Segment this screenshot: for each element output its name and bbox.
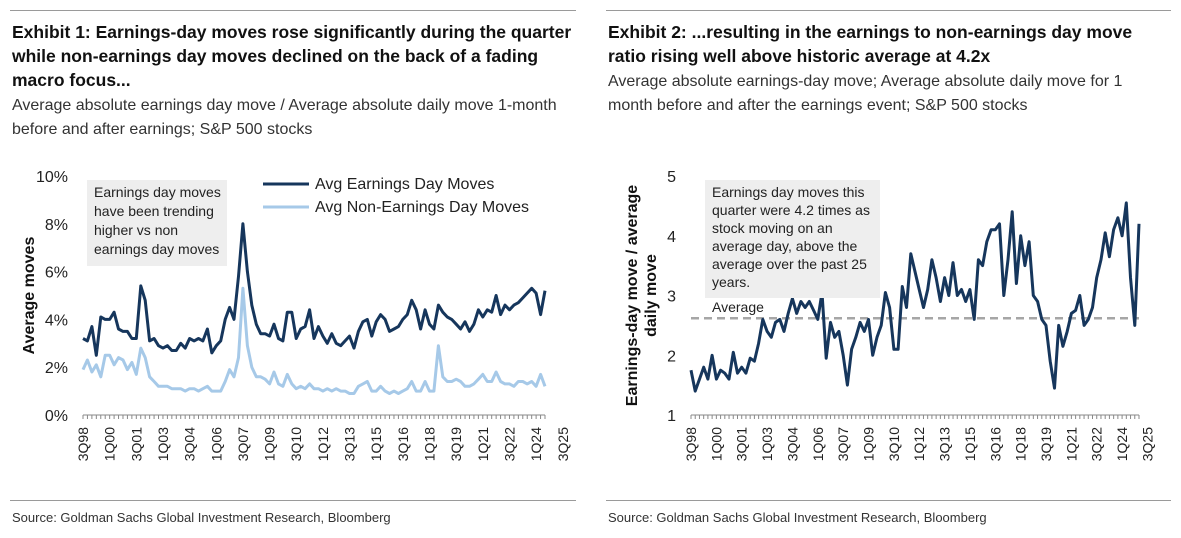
legend-label: Avg Earnings Day Moves [315,176,494,193]
exhibit-2-panel: Exhibit 2: ...resulting in the earnings … [596,0,1181,538]
exhibit-2-x-tick-label: 3Q22 [1089,427,1105,461]
exhibit-2-annotation-line: average day, above the [712,238,858,254]
exhibit-1-title: Exhibit 1: Earnings-day moves rose signi… [12,22,572,90]
non-earnings-day-moves-series [81,286,547,395]
exhibit-1-y-tick-label: 2% [45,360,68,377]
exhibit-2-chart: 1 2 3 4 5 3Q98 1Q00 3Q01 1Q03 3Q04 1Q06 3Q07 1Q09 3Q1… [624,169,1155,461]
exhibit-2-y-axis-label: Earnings-day move / average [624,185,641,407]
exhibit-1-panel: Exhibit 1: Earnings-day moves rose signi… [0,0,586,538]
exhibit-2-x-tick-label: 3Q01 [734,427,750,461]
exhibit-2-subtitle: Average absolute earnings-day move; Aver… [608,73,1123,114]
exhibit-1-x-tick-label: 3Q16 [395,427,411,461]
exhibit-1-x-tick-label: 3Q22 [501,427,517,461]
exhibit-2-x-tick-label: 3Q19 [1038,427,1054,461]
exhibit-1-x-tick-label: 3Q25 [555,427,571,461]
exhibit-2-title: Exhibit 2: ...resulting in the earnings … [608,22,1133,66]
exhibit-2-x-tick-label: 1Q15 [962,427,978,461]
exhibit-1-x-tick-label: 3Q98 [75,427,91,461]
exhibit-2-x-tick-label: 1Q24 [1114,427,1130,461]
exhibit-1-x-tick-label: 1Q15 [368,427,384,461]
exhibit-1-x-tick-label: 1Q09 [262,427,278,461]
exhibit-1-annotation-box [87,180,227,266]
exhibit-1-x-tick-label: 1Q21 [475,427,491,461]
exhibit-2-x-tick-label: 3Q98 [683,427,699,461]
exhibit-2-x-tick-label: 1Q12 [911,427,927,461]
exhibit-2-source: Source: Goldman Sachs Global Investment … [608,510,987,525]
exhibit-1-x-tick-label: 1Q18 [422,427,438,461]
exhibit-1-x-tick-label: 1Q24 [528,427,544,461]
top-rule [606,10,1171,11]
exhibit-1-x-tick-label: 3Q10 [288,427,304,461]
exhibit-1-annotation-line: Earnings day moves [94,184,221,200]
exhibit-2-x-tick-label: 1Q09 [861,427,877,461]
exhibit-2-y-tick-label: 1 [667,408,676,425]
exhibit-1-subtitle: Average absolute earnings day move / Ave… [12,97,557,138]
exhibit-2-x-tick-label: 3Q13 [937,427,953,461]
exhibit-2-annotation-box [705,180,880,298]
exhibit-1-y-tick-label: 8% [45,217,68,234]
exhibit-2-x-tick-label: 3Q10 [886,427,902,461]
exhibit-1-source: Source: Goldman Sachs Global Investment … [12,510,391,525]
exhibit-2-x-tick-label: 3Q07 [835,427,851,461]
exhibit-1-x-tick-label: 1Q12 [315,427,331,461]
exhibit-1-x-tick-label: 1Q06 [208,427,224,461]
legend-label: Avg Non-Earnings Day Moves [315,199,529,216]
exhibit-1-x-tick-label: 3Q01 [128,427,144,461]
exhibit-2-y-axis-label: daily move [643,254,660,337]
exhibit-2-x-tick-label: 3Q04 [784,427,800,461]
exhibit-1-x-tick-label: 3Q19 [448,427,464,461]
exhibit-1-chart: 0% 2% 4% 6% 8% 10% 3Q98 1Q00 3Q01 1Q03 3Q04 1Q06 3Q0… [21,169,571,461]
exhibit-1-annotation-line: higher vs non [94,222,178,238]
exhibit-2-x-tick-label: 1Q03 [759,427,775,461]
exhibit-2-annotation-line: quarter were 4.2 times as [712,202,870,218]
exhibit-2-x-tick-label: 3Q16 [987,427,1003,461]
exhibit-2-x-tick-label: 3Q25 [1139,427,1155,461]
exhibit-2-y-tick-label: 2 [667,348,676,365]
exhibit-1-y-tick-label: 6% [45,265,68,282]
exhibit-1-y-tick-label: 10% [36,169,68,186]
exhibit-1-annotation-line: have been trending [94,203,214,219]
ratio-series [689,201,1141,393]
top-rule [10,10,576,11]
exhibit-1-x-tick-label: 3Q07 [235,427,251,461]
average-label: Average [712,299,764,315]
exhibit-2-x-tick-label: 1Q21 [1063,427,1079,461]
exhibit-2-annotation-line: stock moving on an [712,220,833,236]
bottom-rule [10,500,576,501]
exhibit-1-x-tick-label: 3Q04 [182,427,198,461]
exhibit-1-x-tick-label: 1Q03 [155,427,171,461]
exhibit-2-x-tick-label: 1Q18 [1013,427,1029,461]
exhibit-2-annotation-line: years. [712,274,750,290]
exhibit-2-y-tick-label: 4 [667,229,676,246]
exhibit-1-x-tick-label: 1Q00 [102,427,118,461]
earnings-day-moves-series [82,222,547,357]
exhibit-1-y-tick-label: 4% [45,312,68,329]
exhibit-2-annotation-line: Earnings day moves this [712,184,865,200]
exhibit-1-x-tick-label: 3Q13 [342,427,358,461]
bottom-rule [606,500,1171,501]
exhibit-2-y-tick-label: 5 [667,169,676,186]
exhibit-1-annotation-line: earnings day moves [94,241,219,257]
exhibit-1-y-axis-label: Average moves [21,237,38,355]
exhibit-2-x-tick-label: 1Q06 [810,427,826,461]
exhibit-2-annotation-line: average over the past 25 [712,256,867,272]
exhibit-1-y-tick-label: 0% [45,408,68,425]
exhibit-2-y-tick-label: 3 [667,289,676,306]
exhibit-2-x-tick-label: 1Q00 [708,427,724,461]
